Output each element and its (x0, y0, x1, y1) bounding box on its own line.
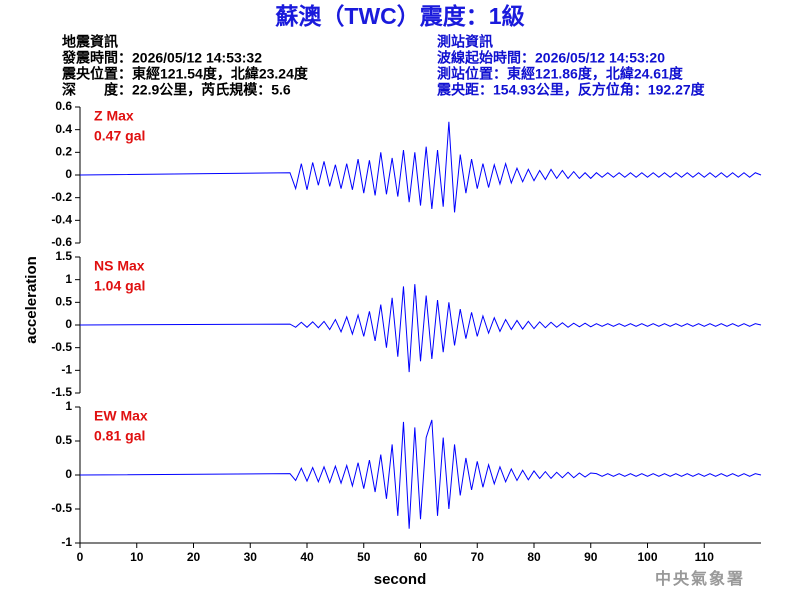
trace (79, 284, 762, 373)
annotation: NS Max (94, 258, 145, 274)
right-info: 測站資訊 波線起始時間：2026/05/12 14:53:20 測站位置：東經1… (436, 34, 706, 98)
y-tick-label: -0.4 (51, 213, 72, 227)
annotation: 1.04 gal (94, 278, 145, 294)
y-tick-label: -1 (61, 363, 72, 377)
y-tick-label: 0.4 (55, 122, 72, 136)
info-line: 地震資訊 (62, 34, 118, 50)
annotation: EW Max (94, 408, 148, 424)
x-tick-label: 50 (357, 550, 371, 564)
y-tick-label: -0.5 (51, 501, 72, 515)
info-line: 震央距：154.93公里，反方位角：192.27度 (436, 82, 706, 98)
y-tick-label: -1.5 (51, 385, 72, 399)
info-line: 深 度：22.9公里，芮氏規模：5.6 (62, 82, 291, 98)
trace (79, 419, 762, 529)
info-line: 波線起始時間：2026/05/12 14:53:20 (437, 50, 665, 66)
y-tick-label: -1 (61, 535, 72, 549)
x-tick-label: 0 (77, 550, 84, 564)
y-tick-label: 0 (65, 467, 72, 481)
annotation: Z Max (94, 108, 134, 124)
x-tick-label: 80 (527, 550, 541, 564)
title: 蘇澳（TWC）震度：1級 (274, 3, 524, 29)
x-axis-label: second (374, 571, 427, 588)
x-tick-label: 40 (300, 550, 314, 564)
x-tick-label: 10 (130, 550, 144, 564)
x-tick-label: 30 (244, 550, 258, 564)
y-tick-label: 1 (65, 399, 72, 413)
info-line: 測站資訊 (437, 34, 493, 50)
annotation: 0.47 gal (94, 128, 145, 144)
footer: 中央氣象署 (655, 569, 745, 588)
y-tick-label: 0 (65, 167, 72, 181)
y-tick-label: 0 (65, 317, 72, 331)
x-tick-label: 100 (637, 550, 657, 564)
y-tick-label: 1.5 (55, 249, 72, 263)
y-tick-label: -0.5 (51, 340, 72, 354)
y-tick-label: 0.5 (55, 433, 72, 447)
info-line: 發震時間：2026/05/12 14:53:32 (61, 50, 262, 66)
info-line: 測站位置：東經121.86度，北緯24.61度 (437, 66, 684, 82)
y-tick-label: -0.2 (51, 190, 72, 204)
y-tick-label: 0.6 (55, 99, 72, 113)
y-axis-label: acceleration (23, 256, 40, 344)
x-tick-label: 110 (695, 550, 715, 564)
x-tick-label: 60 (414, 550, 428, 564)
y-tick-label: 0.2 (55, 145, 72, 159)
x-tick-label: 90 (584, 550, 598, 564)
x-tick-label: 70 (471, 550, 485, 564)
annotation: 0.81 gal (94, 428, 145, 444)
y-tick-label: 0.5 (55, 295, 72, 309)
info-line: 震央位置：東經121.54度，北緯23.24度 (61, 66, 309, 82)
y-tick-label: 1 (65, 272, 72, 286)
trace (79, 121, 762, 213)
y-tick-label: -0.6 (51, 235, 72, 249)
x-tick-label: 20 (187, 550, 201, 564)
left-info: 地震資訊 發震時間：2026/05/12 14:53:32 震央位置：東經121… (61, 34, 309, 98)
